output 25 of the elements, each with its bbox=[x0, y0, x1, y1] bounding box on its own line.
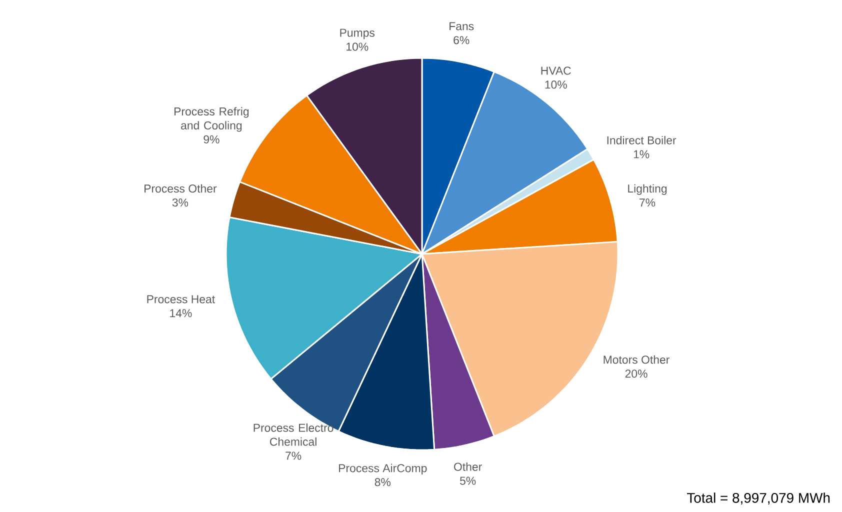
slice-label: Process Refrig and Cooling bbox=[174, 107, 249, 132]
slice-label: Motors Other bbox=[604, 355, 670, 364]
slice-label: Process Heat bbox=[147, 295, 215, 304]
slice-label: Pumps bbox=[340, 28, 375, 40]
data-label: 7% bbox=[286, 452, 302, 460]
data-label: 8% bbox=[374, 478, 391, 486]
slice-label: Lighting bbox=[628, 184, 667, 195]
data-label: 7% bbox=[640, 198, 656, 207]
data-label: 9% bbox=[204, 135, 220, 144]
slice-label: Indirect Boiler bbox=[607, 136, 676, 144]
slice-label: Process AirComp bbox=[339, 464, 427, 474]
slice-label: Process Electro Chemical bbox=[254, 423, 334, 446]
data-label: 10% bbox=[545, 80, 567, 89]
data-label: 14% bbox=[170, 309, 192, 318]
slice-label: HVAC bbox=[541, 66, 571, 75]
data-label: 20% bbox=[625, 370, 648, 378]
data-label: 1% bbox=[634, 150, 650, 158]
data-label: 5% bbox=[460, 476, 476, 485]
slice-label: Fans bbox=[450, 22, 474, 30]
data-label: 3% bbox=[172, 198, 188, 207]
slice-label: Process Other bbox=[144, 184, 217, 193]
data-label: 10% bbox=[346, 42, 368, 51]
slice-label: Other bbox=[454, 462, 482, 471]
text: Total = 8,997,079 MWh bbox=[686, 492, 830, 504]
data-label: 6% bbox=[454, 36, 470, 44]
